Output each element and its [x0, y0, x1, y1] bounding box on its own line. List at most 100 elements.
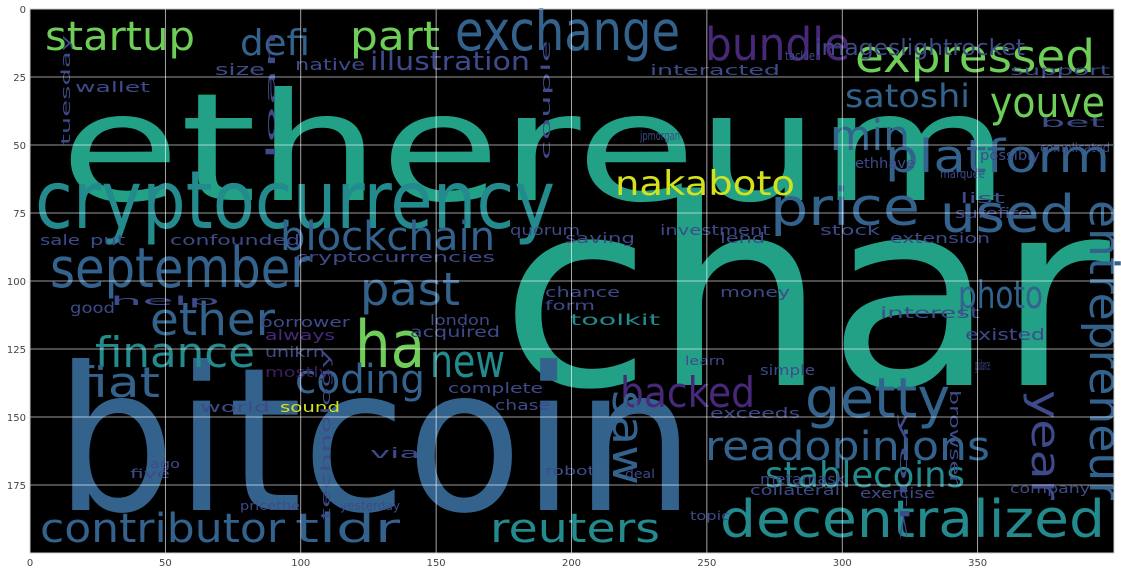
word: support [1010, 64, 1110, 79]
word: coding [295, 357, 425, 403]
word: finance [95, 328, 255, 377]
word: via [370, 446, 420, 462]
word: defi [240, 23, 310, 64]
word: chase [495, 398, 550, 414]
word: quorum [510, 223, 580, 239]
word: blockchain [280, 214, 495, 260]
word: readopinions [705, 424, 990, 470]
word: confounded [170, 233, 300, 249]
word: exchange [455, 0, 680, 63]
x-tick-label: 50 [159, 558, 172, 569]
word: native [295, 55, 365, 74]
word: bundle [705, 18, 850, 71]
word: satoshi [845, 77, 970, 115]
word: borrower [260, 315, 350, 331]
x-tick-label: 350 [968, 558, 987, 569]
word: unikrn [265, 345, 325, 361]
word: always [265, 328, 335, 344]
word: collateral [750, 483, 840, 499]
word: ether [150, 293, 276, 346]
word: pricethe [240, 499, 300, 513]
word: interest [880, 304, 980, 322]
word: complicated [1040, 141, 1110, 155]
word: learn [685, 354, 725, 368]
x-tick-label: 200 [562, 558, 581, 569]
word: stablecoins [765, 455, 965, 496]
word: cryptocurrencies [295, 250, 495, 266]
word: simple [760, 363, 815, 379]
word: world [200, 400, 270, 416]
word: investment [660, 223, 771, 239]
y-tick-label: 75 [13, 209, 26, 220]
x-tick-label: 300 [833, 558, 852, 569]
word: money [720, 285, 790, 301]
word: min [830, 111, 910, 160]
x-tick-label: 100 [291, 558, 310, 569]
y-tick-label: 0 [20, 5, 26, 16]
word: past [360, 263, 460, 316]
word: put [90, 233, 126, 249]
word: saving [565, 231, 635, 247]
word: bitcoin [55, 325, 695, 558]
word: tackle [785, 49, 815, 63]
word: complete [448, 381, 543, 397]
y-tick-label: 150 [7, 413, 26, 424]
y-tick-label: 100 [7, 277, 26, 288]
word: youve [990, 78, 1105, 127]
word: tuesday [59, 35, 73, 145]
word: yesterday [340, 499, 400, 513]
word: imageslightrocket [815, 36, 1025, 61]
word: bet [1040, 116, 1105, 131]
word: illustration [370, 47, 530, 77]
word: ethereum [60, 62, 1010, 236]
word: nakaboto [615, 164, 795, 204]
word: couple [539, 40, 553, 160]
word: topic [690, 509, 730, 523]
word: ethhave [855, 156, 915, 172]
y-tick-label: 25 [13, 73, 26, 84]
word: decentralized [720, 490, 1105, 550]
word: ha [355, 308, 425, 383]
word: saw [602, 390, 653, 485]
word: form [545, 299, 595, 314]
word: exercise [860, 486, 935, 502]
word: sale [40, 233, 80, 249]
word: guidance [975, 358, 990, 374]
axes-frame [29, 8, 1115, 554]
word: good [70, 299, 115, 317]
word: september [50, 236, 310, 300]
word: marquee [940, 167, 985, 181]
word: surefire [955, 206, 1030, 222]
word: possibly [980, 148, 1040, 164]
word: interacted [650, 63, 780, 79]
word: york [897, 410, 911, 540]
word: browser [946, 390, 962, 485]
word: new [430, 335, 505, 388]
word: entrepreneur [1079, 200, 1121, 501]
word: loan [264, 30, 278, 160]
word: lend [720, 231, 765, 247]
word: platform [885, 130, 1110, 183]
word: deal [625, 467, 655, 481]
word: reuters [490, 506, 660, 552]
word: wallet [75, 80, 151, 96]
word: jpmorgan [639, 129, 680, 143]
word: startup [45, 14, 195, 60]
word: robot [545, 464, 595, 478]
x-tick-label: 250 [697, 558, 716, 569]
word: london [430, 313, 490, 329]
y-tick-label: 50 [13, 141, 26, 152]
word: char [500, 145, 1113, 447]
word: technology [319, 350, 333, 520]
word: company [1010, 482, 1090, 497]
word: stock [820, 223, 881, 239]
word: acquired [410, 323, 500, 341]
word: fiat [75, 358, 160, 407]
word: tldr [295, 506, 401, 552]
word: sound [280, 400, 340, 416]
word: getty [805, 366, 950, 430]
y-tick-label: 175 [7, 481, 26, 492]
word: list [960, 191, 1006, 207]
